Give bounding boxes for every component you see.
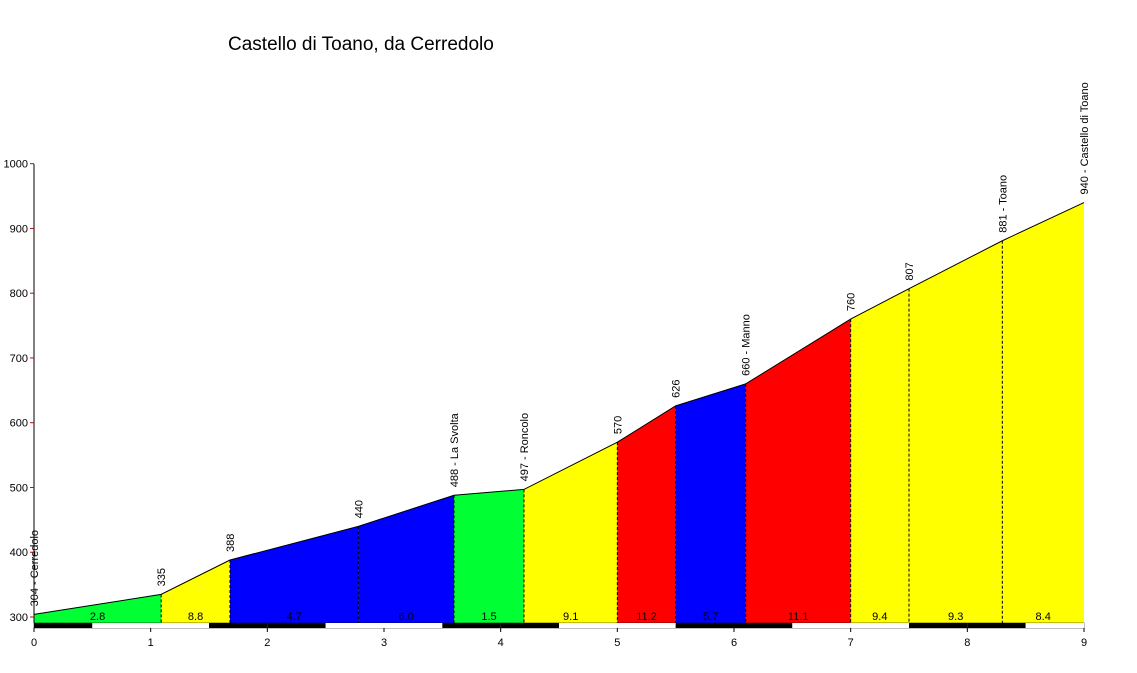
segment-fill-6 [524, 442, 618, 623]
gradient-label-5: 1.5 [481, 611, 496, 623]
y-tick-label-400: 400 [10, 547, 28, 559]
altitude-label-11: 807 [904, 262, 916, 280]
x-tick-label-8: 8 [964, 637, 970, 649]
km-bar-piece-16 [909, 623, 968, 628]
x-tick-label-0: 0 [31, 637, 37, 649]
km-bar-piece-10 [559, 623, 618, 628]
y-tick-label-500: 500 [10, 482, 28, 494]
gradient-label-11: 9.3 [948, 611, 963, 623]
y-tick-label-900: 900 [10, 223, 28, 235]
segment-fill-7 [617, 405, 676, 623]
altitude-label-9: 660 - Manno [741, 314, 753, 376]
x-tick-label-1: 1 [148, 637, 154, 649]
x-tick-label-4: 4 [498, 637, 504, 649]
gradient-label-9: 11.1 [788, 611, 809, 623]
x-tick-label-2: 2 [264, 637, 270, 649]
altitude-labels: 304 - Cerredolo 335 388 440 488 - La Svolta 4… [29, 82, 1091, 606]
gradient-label-6: 9.1 [563, 611, 578, 623]
altitude-label-13: 940 - Castello di Toano [1079, 82, 1091, 194]
profile-line [33, 202, 1085, 615]
altitude-label-12: 881 - Toano [997, 175, 1009, 233]
km-bar-piece-8 [442, 623, 501, 628]
altitude-label-10: 760 [846, 293, 858, 311]
profile-outline [33, 202, 1085, 615]
km-bar-piece-2 [92, 623, 151, 628]
y-tick-label-800: 800 [10, 288, 28, 300]
segment-fill-12 [1002, 202, 1084, 623]
x-tick-label-7: 7 [848, 637, 854, 649]
km-bar-piece-3 [150, 623, 209, 628]
segment-fill-2 [161, 560, 230, 623]
km-bar-piece-17 [967, 623, 1026, 628]
segment-fill-1 [34, 594, 162, 623]
segment-fill-9 [745, 319, 851, 623]
km-scale-bar [33, 622, 1085, 629]
segment-dividers [160, 240, 1003, 623]
axes: 300 400 500 600 700 800 900 1000 0 1 2 3 4 5 6 7 8 9 [4, 159, 1088, 649]
gradient-label-7: 11.2 [636, 611, 657, 623]
km-bar-piece-11 [617, 623, 676, 628]
km-bar-piece-9 [500, 623, 559, 628]
km-bar-piece-14 [792, 623, 851, 628]
segment-fill-3 [230, 526, 359, 623]
gradient-label-4: 6.0 [399, 611, 414, 623]
gradient-segments [34, 202, 1084, 624]
km-bar-piece-13 [734, 623, 793, 628]
altitude-label-6: 497 - Roncolo [519, 413, 531, 482]
km-bar-piece-1 [34, 623, 93, 628]
altitude-label-8: 626 [671, 380, 683, 398]
gradient-label-1: 2.8 [90, 611, 105, 623]
chart-title: Castello di Toano, da Cerredolo [228, 34, 494, 55]
gradient-label-8: 5.7 [703, 611, 718, 623]
altitude-label-1: 304 - Cerredolo [29, 530, 41, 606]
segment-fill-4 [358, 495, 454, 623]
y-tick-label-700: 700 [10, 353, 28, 365]
gradient-label-3: 4.7 [287, 611, 302, 623]
km-bar-piece-15 [850, 623, 909, 628]
km-bar-piece-6 [325, 623, 384, 628]
x-tick-label-6: 6 [731, 637, 737, 649]
y-tick-label-1000: 1000 [4, 159, 28, 171]
segment-fill-5 [454, 489, 524, 623]
altitude-label-5: 488 - La Svolta [449, 412, 461, 487]
x-tick-label-5: 5 [614, 637, 620, 649]
altitude-label-7: 570 [612, 416, 624, 434]
gradient-label-2: 8.8 [188, 611, 203, 623]
km-bar-piece-12 [675, 623, 734, 628]
km-bar-piece-5 [267, 623, 326, 628]
y-tick-label-600: 600 [10, 418, 28, 430]
segment-fill-10 [850, 288, 909, 623]
segment-fill-8 [675, 383, 746, 623]
km-bar-piece-18 [1025, 623, 1084, 628]
gradient-label-12: 8.4 [1036, 611, 1051, 623]
segment-fill-11 [909, 240, 1003, 624]
km-bar-piece-4 [209, 623, 268, 628]
km-bar-piece-7 [384, 623, 443, 628]
altitude-label-3: 388 [225, 534, 237, 552]
altitude-label-4: 440 [353, 500, 365, 518]
x-tick-label-3: 3 [381, 637, 387, 649]
gradient-label-10: 9.4 [872, 611, 887, 623]
y-tick-label-300: 300 [10, 612, 28, 624]
x-tick-label-9: 9 [1081, 637, 1087, 649]
gradient-labels: 2.8 8.8 4.7 6.0 1.5 9.1 11.2 5.7 11.1 9.4 9.3 8.4 [90, 611, 1051, 623]
altitude-label-2: 335 [156, 568, 168, 586]
